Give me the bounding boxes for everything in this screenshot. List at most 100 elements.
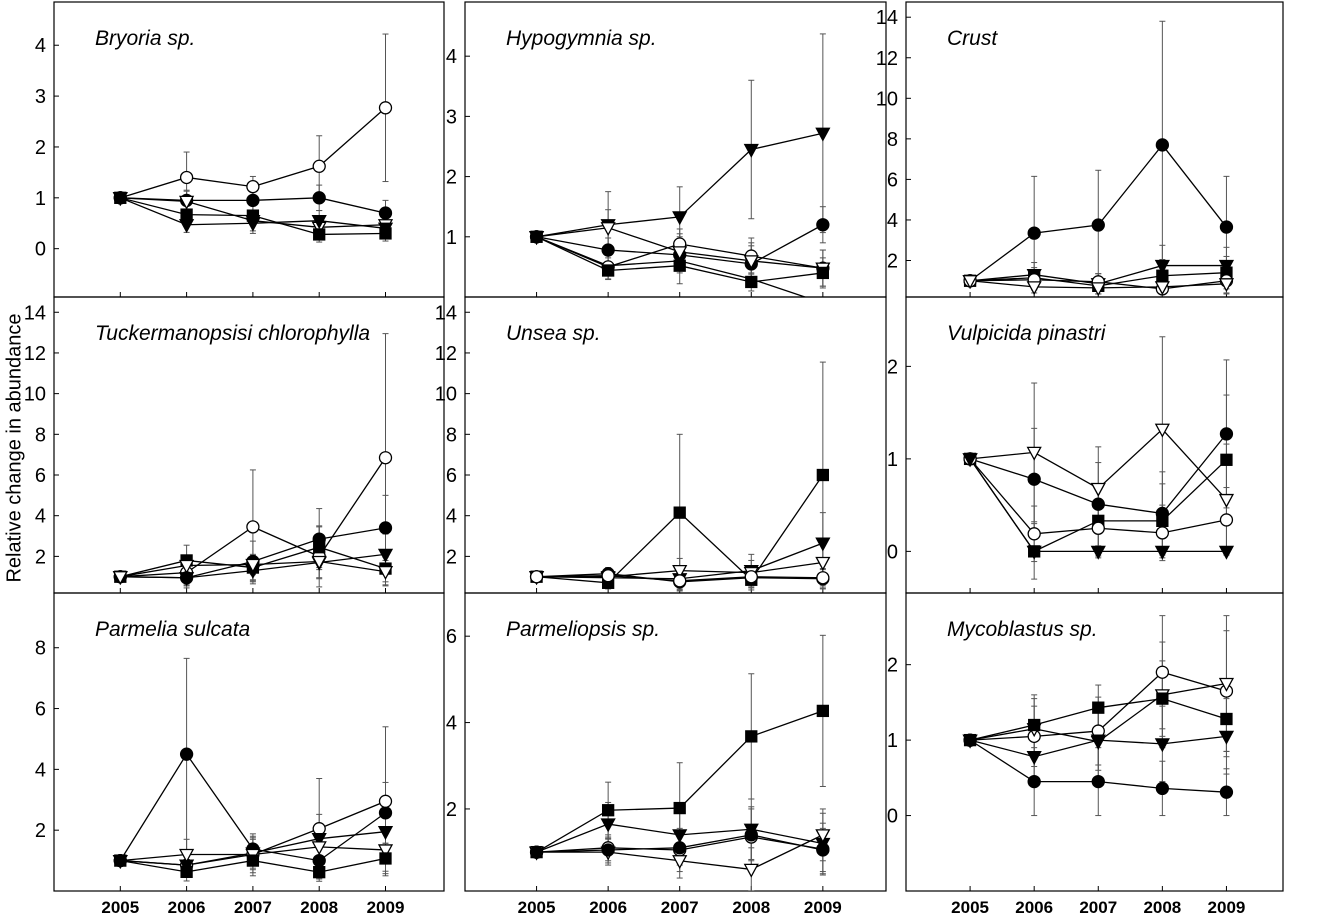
- data-point-triangle: [1218, 677, 1235, 692]
- x-tick-label: 2009: [1208, 898, 1246, 914]
- data-point-triangle: [1090, 734, 1106, 749]
- data-point-square: [673, 259, 686, 272]
- plot-area: [962, 20, 1235, 297]
- data-point-triangle: [245, 217, 261, 232]
- y-tick-label: 4: [887, 210, 898, 232]
- plot-area: [112, 33, 394, 243]
- data-point-square: [816, 266, 829, 280]
- data-point-square: [1156, 692, 1169, 705]
- data-point-triangle: [311, 833, 327, 848]
- y-tick-label: 4: [35, 35, 46, 57]
- panel-tuckermanopsisi-chlorophylla: 2 4 6 8 10 12 14 Tuckermanopsisi chlorophylla: [24, 296, 445, 594]
- y-tick-label: 8: [35, 424, 46, 446]
- data-point-circle: [673, 841, 687, 855]
- data-point-square: [601, 804, 615, 817]
- panel-hypogymnia-sp: 1 2 3 4 Hypogymnia sp.: [446, 1, 887, 298]
- data-point-square: [1220, 712, 1233, 726]
- data-point-square: [601, 264, 615, 277]
- x-tick-label: 2009: [367, 898, 405, 914]
- data-point-square: [1220, 453, 1233, 466]
- y-tick-label: 2: [446, 546, 457, 568]
- data-point-square: [673, 801, 686, 815]
- data-point-circle: [673, 574, 687, 588]
- data-point-circle: [246, 179, 260, 194]
- data-point-triangle: [815, 556, 831, 571]
- data-point-triangle: [179, 219, 195, 234]
- panel-title: Hypogymnia sp.: [506, 27, 657, 50]
- data-point-triangle: [672, 246, 688, 261]
- data-point-triangle: [311, 841, 327, 856]
- y-tick-label: 12: [435, 343, 457, 365]
- y-tick-label: 4: [446, 713, 457, 735]
- data-point-circle: [378, 451, 393, 465]
- data-point-triangle: [815, 829, 831, 844]
- panel-title: Parmeliopsis sp.: [506, 618, 660, 641]
- y-tick-label: 2: [887, 356, 898, 378]
- data-point-triangle: [179, 559, 195, 574]
- data-point-circle: [963, 733, 977, 747]
- data-point-triangle: [672, 564, 688, 579]
- panel-bryoria-sp: 0 1 2 3 4 Bryoria sp.: [35, 1, 445, 298]
- data-point-triangle: [245, 558, 261, 573]
- data-point-circle: [816, 571, 830, 585]
- data-point-circle: [744, 828, 758, 842]
- data-point-triangle: [1154, 545, 1170, 560]
- data-point-triangle: [377, 844, 394, 859]
- data-point-triangle: [179, 848, 195, 863]
- y-tick-label: 2: [35, 546, 46, 568]
- x-tick-label: 2007: [1079, 898, 1117, 914]
- y-tick-label: 0: [35, 239, 46, 261]
- data-point-triangle: [1026, 446, 1042, 461]
- data-point-circle: [1091, 218, 1105, 232]
- data-point-triangle: [179, 195, 195, 210]
- plot-area: [528, 634, 831, 891]
- y-tick-label: 1: [887, 449, 898, 471]
- y-tick-label: 6: [446, 465, 457, 487]
- data-point-circle: [816, 843, 830, 857]
- data-point-triangle: [1090, 482, 1106, 497]
- y-tick-label: 12: [24, 343, 46, 365]
- data-point-circle: [1219, 785, 1234, 799]
- y-tick-label: 2: [35, 820, 46, 842]
- data-point-circle: [601, 243, 615, 257]
- panel-parmeliopsis-sp: 2 4 6 2005 2006 2007 2008 2009 Parmeliopsis sp.: [446, 592, 887, 914]
- data-point-square: [379, 852, 392, 865]
- data-point-triangle: [672, 829, 688, 844]
- panel-unsea-sp: 2 4 6 8 10 12 14 Unsea sp.: [435, 296, 887, 594]
- x-tick-label: 2005: [518, 898, 556, 914]
- data-point-square: [313, 228, 326, 241]
- data-point-square: [313, 541, 326, 554]
- data-point-circle: [1219, 220, 1234, 234]
- plot-area: [962, 615, 1235, 817]
- y-tick-label: 14: [876, 7, 898, 29]
- data-point-circle: [312, 191, 326, 205]
- data-point-circle: [246, 520, 260, 534]
- x-tick-label: 2008: [1143, 898, 1181, 914]
- data-point-triangle: [377, 826, 394, 841]
- data-point-square: [816, 704, 829, 718]
- data-point-triangle: [1218, 730, 1235, 745]
- data-point-circle: [529, 570, 544, 584]
- data-point-triangle: [600, 222, 616, 237]
- data-point-circle: [312, 159, 326, 173]
- panel-title: Tuckermanopsisi chlorophylla: [95, 322, 370, 345]
- data-point-triangle: [815, 537, 831, 552]
- y-tick-label: 1: [35, 188, 46, 210]
- data-point-triangle: [1026, 751, 1042, 766]
- data-point-triangle: [1218, 278, 1235, 293]
- panel-title: Unsea sp.: [506, 322, 601, 345]
- y-tick-label: 6: [35, 699, 46, 721]
- panel-frame: [905, 592, 1284, 892]
- y-tick-label: 6: [446, 626, 457, 648]
- panel-parmelia-sulcata: 2 4 6 8 2005 2006 2007 2008 2009 Parmelia sulcata: [35, 592, 445, 914]
- data-point-triangle: [1154, 281, 1170, 296]
- data-point-square: [1156, 514, 1169, 527]
- y-tick-label: 10: [435, 384, 457, 406]
- x-tick-label: 2007: [661, 898, 699, 914]
- y-tick-label: 0: [887, 541, 898, 563]
- panel-title: Crust: [947, 27, 998, 50]
- data-point-triangle: [1090, 545, 1106, 560]
- data-point-triangle: [112, 192, 128, 207]
- data-point-square: [114, 854, 127, 867]
- data-point-triangle: [743, 255, 759, 270]
